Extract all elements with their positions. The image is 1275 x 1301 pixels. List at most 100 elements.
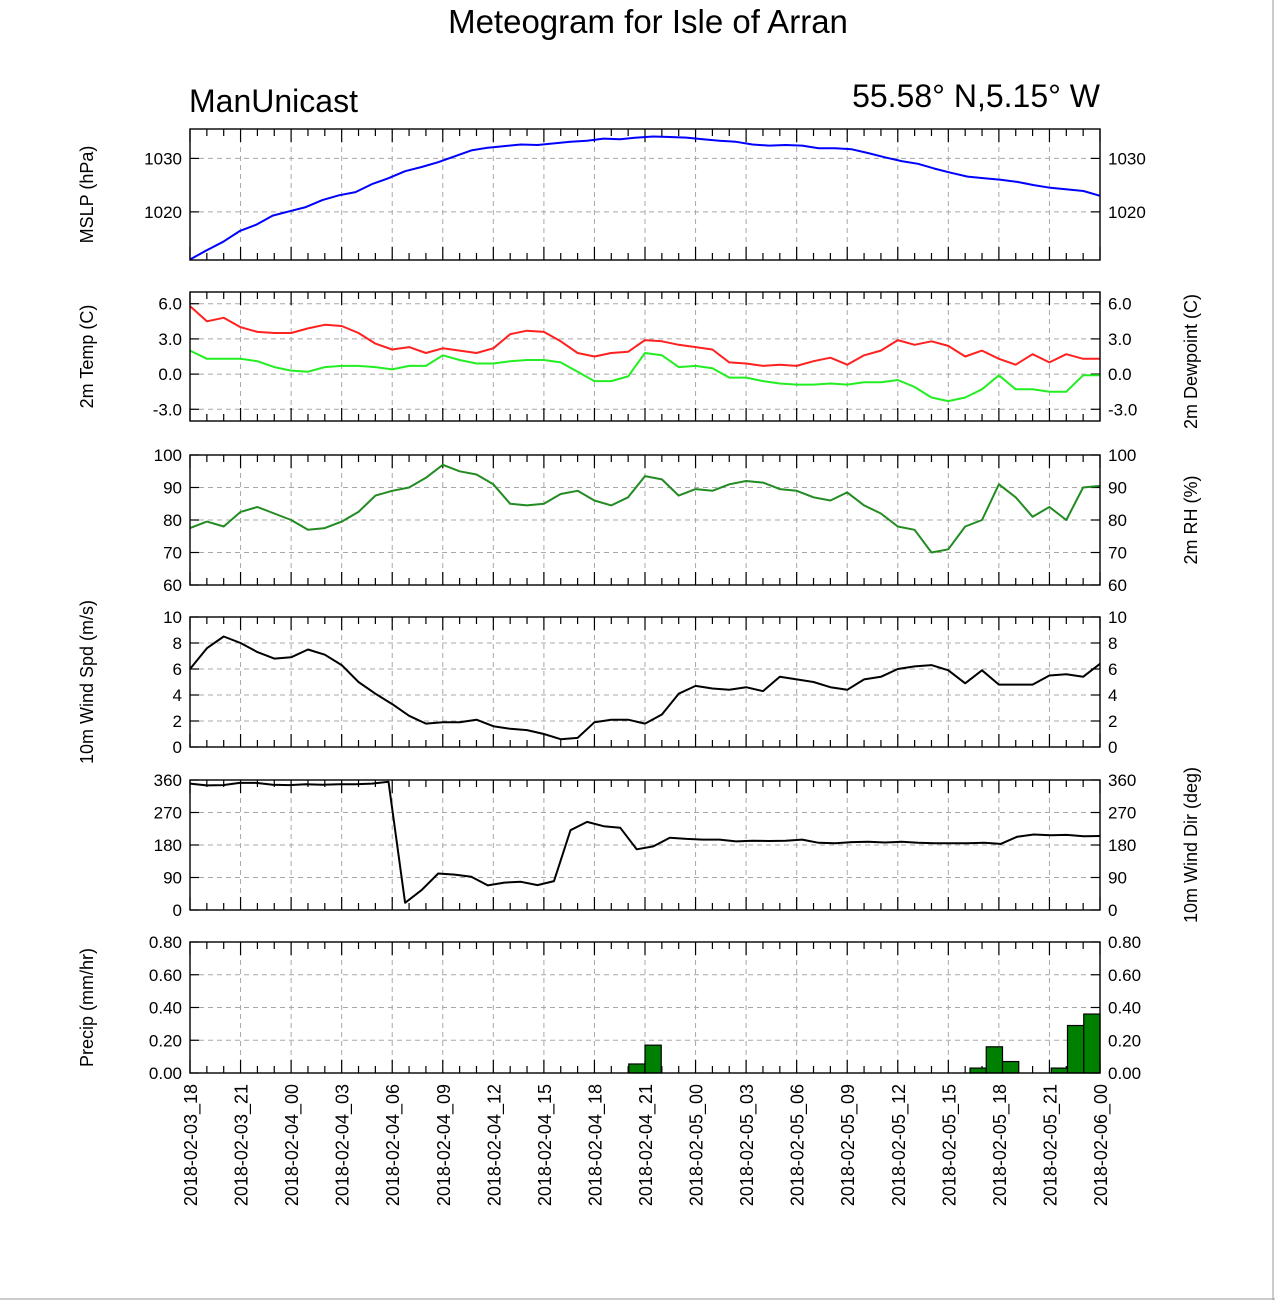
panel-5: 0 0 90 90 180 180 270 270 360 360 10m Wind Dir (de… (154, 767, 1201, 923)
y-tick-label: 10 (163, 608, 182, 627)
y-tick-label-right: 270 (1108, 804, 1136, 823)
y-tick-label: 0.20 (149, 1031, 182, 1050)
time-tick-label: 2018-02-05_03 (737, 1084, 758, 1206)
y-tick-label-right: 2 (1108, 712, 1117, 731)
model-name: ManUnicast (189, 83, 358, 119)
time-tick-label: 2018-02-04_15 (535, 1084, 556, 1206)
time-tick-label: 2018-02-05_06 (788, 1084, 809, 1206)
y-tick-label: 0.00 (149, 1064, 182, 1083)
series-line (189, 305, 1100, 367)
time-tick-label: 2018-02-04_00 (282, 1084, 303, 1206)
series-line (189, 635, 1101, 741)
y-tick-label: 0.80 (149, 933, 182, 952)
y-tick-label: 180 (154, 836, 182, 855)
precip-mm-hr-axis-label: Precip (mm/hr) (77, 948, 97, 1067)
time-tick-label: 2018-02-03_21 (232, 1084, 253, 1206)
y-tick-label-right: 1030 (1108, 149, 1146, 168)
y-tick-label: 1020 (144, 203, 182, 222)
10m-wind-dir-deg-axis-label: 10m Wind Dir (deg) (1181, 767, 1201, 923)
2m-rh-axis-label: 2m RH (%) (1181, 476, 1201, 565)
time-tick-label: 2018-02-03_18 (181, 1084, 202, 1206)
y-tick-label-right: 360 (1108, 771, 1136, 790)
y-tick-label-right: 0.0 (1108, 365, 1132, 384)
time-tick-label: 2018-02-04_21 (636, 1084, 657, 1206)
y-tick-label: 270 (154, 804, 182, 823)
y-tick-label-right: 0 (1108, 901, 1117, 920)
y-tick-label: 6.0 (158, 295, 182, 314)
y-tick-label: 0 (173, 901, 182, 920)
y-tick-label-right: 180 (1108, 836, 1136, 855)
y-tick-label: 80 (163, 511, 182, 530)
time-tick-label: 2018-02-04_06 (383, 1084, 404, 1206)
time-tick-label: 2018-02-05_12 (889, 1084, 910, 1206)
2m-temp-c-axis-label: 2m Temp (C) (77, 305, 97, 409)
time-tick-label: 2018-02-05_21 (1040, 1084, 1061, 1206)
y-tick-label-right: 10 (1108, 608, 1127, 627)
time-tick-label: 2018-02-04_18 (585, 1084, 606, 1206)
time-tick-label: 2018-02-05_18 (990, 1084, 1011, 1206)
y-tick-label-right: 0.80 (1108, 933, 1141, 952)
panel-frame (189, 128, 1101, 261)
2m-dewpoint-c-axis-label: 2m Dewpoint (C) (1181, 294, 1201, 429)
time-tick-label: 2018-02-04_09 (434, 1084, 455, 1206)
y-tick-label-right: 0 (1108, 738, 1117, 757)
y-tick-label: 3.0 (158, 330, 182, 349)
y-tick-label-right: 60 (1108, 576, 1127, 595)
panel-4: 0 0 2 2 4 4 6 6 8 8 10 10 10m Wind Spd (m/s) (77, 600, 1127, 764)
chart-title: Meteogram for Isle of Arran (448, 3, 848, 40)
y-tick-label: 8 (173, 634, 182, 653)
series-line (189, 135, 1101, 261)
mslp-hpa-axis-label: MSLP (hPa) (77, 146, 97, 244)
y-tick-label-right: 90 (1108, 869, 1127, 888)
10m-wind-spd-m-s-axis-label: 10m Wind Spd (m/s) (77, 600, 97, 764)
precip-bar (628, 1063, 646, 1074)
y-tick-label-right: 0.20 (1108, 1031, 1141, 1050)
panel-frame (189, 779, 1101, 911)
y-tick-label-right: 1020 (1108, 203, 1146, 222)
y-tick-label-right: 70 (1108, 544, 1127, 563)
panel-1: 1020 1020 1030 1030 MSLP (hPa) (77, 128, 1146, 261)
y-tick-label: 2 (173, 712, 182, 731)
precip-bar (1066, 1024, 1085, 1074)
y-tick-label: 1030 (144, 149, 182, 168)
y-tick-label: 6 (173, 660, 182, 679)
panel-3: 60 60 70 70 80 80 90 90 100 100 2m RH (%) (154, 446, 1201, 595)
time-tick-label: 2018-02-05_00 (687, 1084, 708, 1206)
y-tick-label: 360 (154, 771, 182, 790)
y-tick-label: 0.40 (149, 999, 182, 1018)
time-tick-label: 2018-02-05_09 (838, 1084, 859, 1206)
y-tick-label-right: 6 (1108, 660, 1117, 679)
y-tick-label: -3.0 (153, 400, 182, 419)
precip-bar (1001, 1060, 1020, 1074)
time-tick-label: 2018-02-05_15 (939, 1084, 960, 1206)
series-line (189, 780, 1101, 904)
y-tick-label: 0 (173, 738, 182, 757)
y-tick-label-right: 80 (1108, 511, 1127, 530)
y-tick-label-right: -3.0 (1108, 400, 1137, 419)
panel-frame (189, 454, 1101, 586)
panel-frame (189, 941, 1101, 1074)
series-line (189, 349, 1100, 403)
location-coordinates: 55.58° N,5.15° W (852, 78, 1101, 114)
y-tick-label: 70 (163, 544, 182, 563)
y-tick-label-right: 0.40 (1108, 999, 1141, 1018)
panel-2: -3.0 -3.0 0.0 0.0 3.0 3.0 6.0 6.0 2m Temp (C) 2m … (77, 291, 1201, 429)
y-tick-label-right: 0.00 (1108, 1064, 1141, 1083)
y-tick-label-right: 3.0 (1108, 330, 1132, 349)
precip-bar (969, 1067, 987, 1074)
y-tick-label: 90 (163, 479, 182, 498)
y-tick-label-right: 90 (1108, 479, 1127, 498)
time-axis: 2018-02-03_18 2018-02-03_21 2018-02-04_00 2… (181, 1084, 1112, 1206)
y-tick-label-right: 4 (1108, 686, 1117, 705)
y-tick-label: 90 (163, 869, 182, 888)
precip-bar (1050, 1067, 1069, 1074)
y-tick-label: 0.0 (158, 365, 182, 384)
series-line (189, 463, 1101, 554)
time-tick-label: 2018-02-04_03 (333, 1084, 354, 1206)
precip-bar (985, 1046, 1004, 1074)
y-tick-label-right: 6.0 (1108, 295, 1132, 314)
precip-bar (1083, 1013, 1101, 1074)
time-tick-label: 2018-02-06_00 (1091, 1084, 1112, 1206)
